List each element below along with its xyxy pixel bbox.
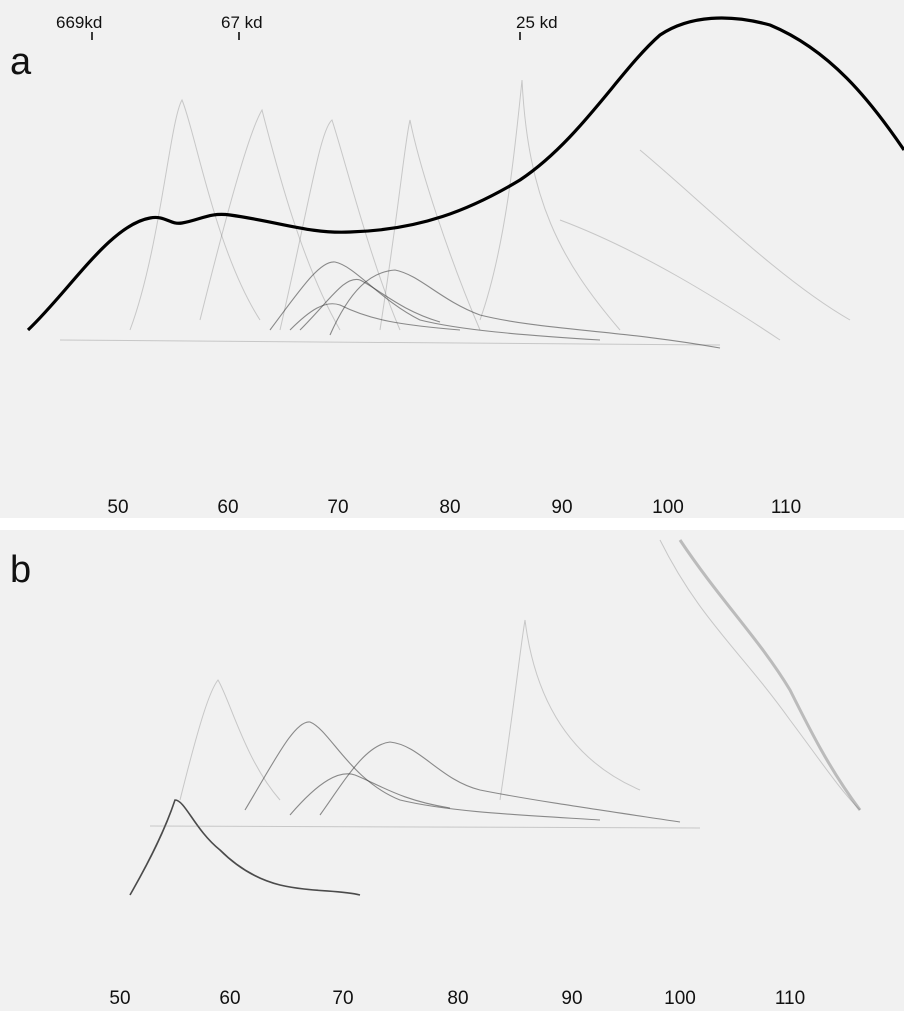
axis-label: 60 [219, 988, 240, 1009]
axis-label: 80 [439, 497, 460, 518]
marker-label: 67 kd [221, 13, 263, 32]
axis-label: 90 [551, 497, 572, 518]
panel-b-traces [129, 539, 862, 896]
axis-label: 110 [775, 988, 805, 1009]
axis-label: 100 [664, 988, 696, 1009]
marker-label: 669kd [56, 13, 102, 32]
axis-label: 80 [447, 988, 468, 1009]
panel-a-traces [59, 79, 851, 349]
axis-label: 50 [107, 497, 128, 518]
axis-label: 70 [332, 988, 353, 1009]
marker-ticks [91, 32, 521, 40]
panel-b-background [0, 530, 904, 1011]
axis-label: 90 [561, 988, 582, 1009]
axis-label: 100 [652, 497, 684, 518]
axis-label: 110 [771, 497, 801, 518]
panel-a-background [0, 0, 904, 518]
panel-label: a [10, 41, 32, 83]
panel-label: b [10, 549, 31, 591]
axis-label: 60 [217, 497, 238, 518]
axis-label: 70 [327, 497, 348, 518]
elution-profile [26, 16, 904, 332]
marker-label: 25 kd [516, 13, 558, 32]
axis-label: 50 [109, 988, 130, 1009]
